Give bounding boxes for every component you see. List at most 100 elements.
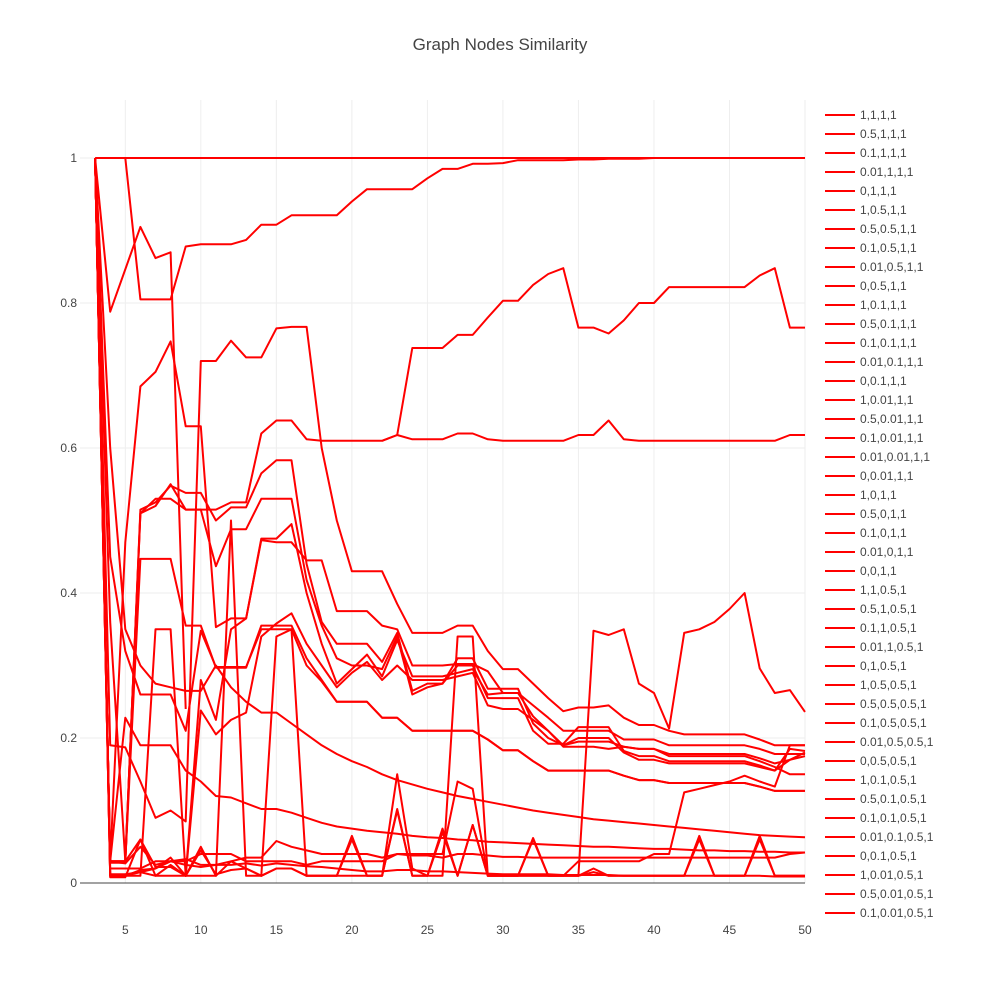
y-tick-label: 0.8 [60, 296, 77, 310]
x-tick-label: 20 [345, 923, 359, 937]
legend-label: 0.5,1,1,1 [860, 127, 907, 141]
legend-item[interactable]: 0.5,0.01,1,1 [825, 412, 924, 426]
legend-label: 0.01,0.1,1,1 [860, 355, 924, 369]
legend-item[interactable]: 0.5,0,1,1 [825, 507, 907, 521]
legend-item[interactable]: 0.1,0.01,1,1 [825, 431, 924, 445]
x-tick-label: 40 [647, 923, 661, 937]
legend-label: 0.01,0.1,0.5,1 [860, 830, 934, 844]
legend-item[interactable]: 0.1,0.1,1,1 [825, 336, 917, 350]
legend-item[interactable]: 0.1,0,1,1 [825, 526, 907, 540]
legend-label: 0.01,0.01,1,1 [860, 450, 930, 464]
x-tick-label: 15 [270, 923, 284, 937]
x-tick-label: 30 [496, 923, 510, 937]
legend-item[interactable]: 0.01,1,1,1 [825, 165, 914, 179]
series-line-8 [94, 157, 805, 863]
legend-label: 0,0.1,0.5,1 [860, 849, 917, 863]
legend-item[interactable]: 1,0.1,0.5,1 [825, 773, 917, 787]
legend-item[interactable]: 0,0.1,1,1 [825, 374, 907, 388]
series-line-2 [124, 157, 805, 301]
series-line-6 [94, 157, 805, 863]
legend-label: 0,1,0.5,1 [860, 659, 907, 673]
legend-label: 0.1,0,1,1 [860, 526, 907, 540]
chart-title: Graph Nodes Similarity [413, 35, 588, 54]
legend-label: 0.5,0.1,0.5,1 [860, 792, 927, 806]
legend-item[interactable]: 0.1,1,0.5,1 [825, 621, 917, 635]
legend-item[interactable]: 0.01,0.01,1,1 [825, 450, 930, 464]
legend-item[interactable]: 1,0.5,1,1 [825, 203, 907, 217]
legend-label: 1,1,0.5,1 [860, 583, 907, 597]
legend-item[interactable]: 0.5,0.5,0.5,1 [825, 697, 927, 711]
legend-item[interactable]: 0.5,0.1,1,1 [825, 317, 917, 331]
legend-label: 0,0,1,1 [860, 564, 897, 578]
series-line-21 [94, 157, 806, 839]
legend-label: 0.5,0.01,0.5,1 [860, 887, 934, 901]
legend-item[interactable]: 1,0.01,1,1 [825, 393, 914, 407]
legend-item[interactable]: 0.1,0.5,1,1 [825, 241, 917, 255]
x-tick-label: 25 [421, 923, 435, 937]
legend-item[interactable]: 0,0.5,1,1 [825, 279, 907, 293]
series-line-17 [94, 157, 805, 877]
legend-item[interactable]: 0.01,0.5,0.5,1 [825, 735, 934, 749]
legend-item[interactable]: 0.01,1,0.5,1 [825, 640, 924, 654]
legend-label: 0,0.1,1,1 [860, 374, 907, 388]
x-tick-label: 10 [194, 923, 208, 937]
series-line-15 [94, 157, 806, 864]
legend-item[interactable]: 0.5,0.1,0.5,1 [825, 792, 927, 806]
legend-item[interactable]: 0,1,0.5,1 [825, 659, 907, 673]
legend-item[interactable]: 0,0,1,1 [825, 564, 897, 578]
legend-label: 0.1,0.01,0.5,1 [860, 906, 934, 920]
legend-item[interactable]: 0.01,0.1,0.5,1 [825, 830, 934, 844]
legend-label: 0.1,1,1,1 [860, 146, 907, 160]
legend-label: 0.1,0.1,0.5,1 [860, 811, 927, 825]
legend-label: 0.01,0.5,1,1 [860, 260, 924, 274]
legend-label: 0.01,1,0.5,1 [860, 640, 924, 654]
series-line-19 [94, 157, 806, 877]
legend-item[interactable]: 1,0.5,0.5,1 [825, 678, 917, 692]
legend-item[interactable]: 0.1,0.5,0.5,1 [825, 716, 927, 730]
x-tick-label: 50 [798, 923, 812, 937]
legend-item[interactable]: 0.01,0.1,1,1 [825, 355, 924, 369]
legend-item[interactable]: 1,0.01,0.5,1 [825, 868, 924, 882]
legend-label: 0.1,0.5,0.5,1 [860, 716, 927, 730]
legend-label: 0.1,1,0.5,1 [860, 621, 917, 635]
legend-item[interactable]: 1,0,1,1 [825, 488, 897, 502]
legend-item[interactable]: 1,0.1,1,1 [825, 298, 907, 312]
legend-item[interactable]: 0.1,0.01,0.5,1 [825, 906, 934, 920]
legend-item[interactable]: 0.5,1,0.5,1 [825, 602, 917, 616]
legend-item[interactable]: 0.5,0.5,1,1 [825, 222, 917, 236]
legend-label: 0.1,0.5,1,1 [860, 241, 917, 255]
legend-label: 1,0.1,1,1 [860, 298, 907, 312]
series-line-11 [94, 157, 805, 879]
legend-label: 0.01,0,1,1 [860, 545, 914, 559]
legend-label: 1,0.01,1,1 [860, 393, 914, 407]
legend-item[interactable]: 1,1,1,1 [825, 108, 897, 122]
legend-item[interactable]: 0.1,0.1,0.5,1 [825, 811, 927, 825]
legend-label: 0.5,0,1,1 [860, 507, 907, 521]
legend-item[interactable]: 0.01,0,1,1 [825, 545, 914, 559]
y-tick-label: 0.2 [60, 731, 77, 745]
legend-label: 1,0.5,0.5,1 [860, 678, 917, 692]
legend-item[interactable]: 0.1,1,1,1 [825, 146, 907, 160]
x-tick-label: 35 [572, 923, 586, 937]
grid [80, 100, 806, 883]
x-tick-label: 5 [122, 923, 129, 937]
series-lines [94, 157, 806, 879]
legend-label: 1,0.5,1,1 [860, 203, 907, 217]
legend-label: 0.1,0.01,1,1 [860, 431, 924, 445]
series-line-13 [94, 157, 805, 792]
legend-item[interactable]: 1,1,0.5,1 [825, 583, 907, 597]
legend-item[interactable]: 0.01,0.5,1,1 [825, 260, 924, 274]
legend-label: 0.5,0.1,1,1 [860, 317, 917, 331]
legend-item[interactable]: 0,0.5,0.5,1 [825, 754, 917, 768]
legend-item[interactable]: 0.5,0.01,0.5,1 [825, 887, 934, 901]
legend-label: 0.5,0.5,1,1 [860, 222, 917, 236]
legend-label: 0,0.5,1,1 [860, 279, 907, 293]
legend-item[interactable]: 0,0.01,1,1 [825, 469, 914, 483]
legend-item[interactable]: 0,1,1,1 [825, 184, 897, 198]
series-line-4 [94, 157, 805, 863]
legend-item[interactable]: 0.5,1,1,1 [825, 127, 907, 141]
legend-item[interactable]: 0,0.1,0.5,1 [825, 849, 917, 863]
series-line-3 [94, 157, 187, 710]
series-line-20 [94, 157, 805, 877]
